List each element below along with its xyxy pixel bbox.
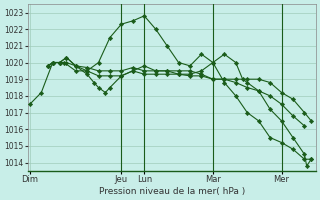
X-axis label: Pression niveau de la mer( hPa ): Pression niveau de la mer( hPa ) [99, 187, 245, 196]
